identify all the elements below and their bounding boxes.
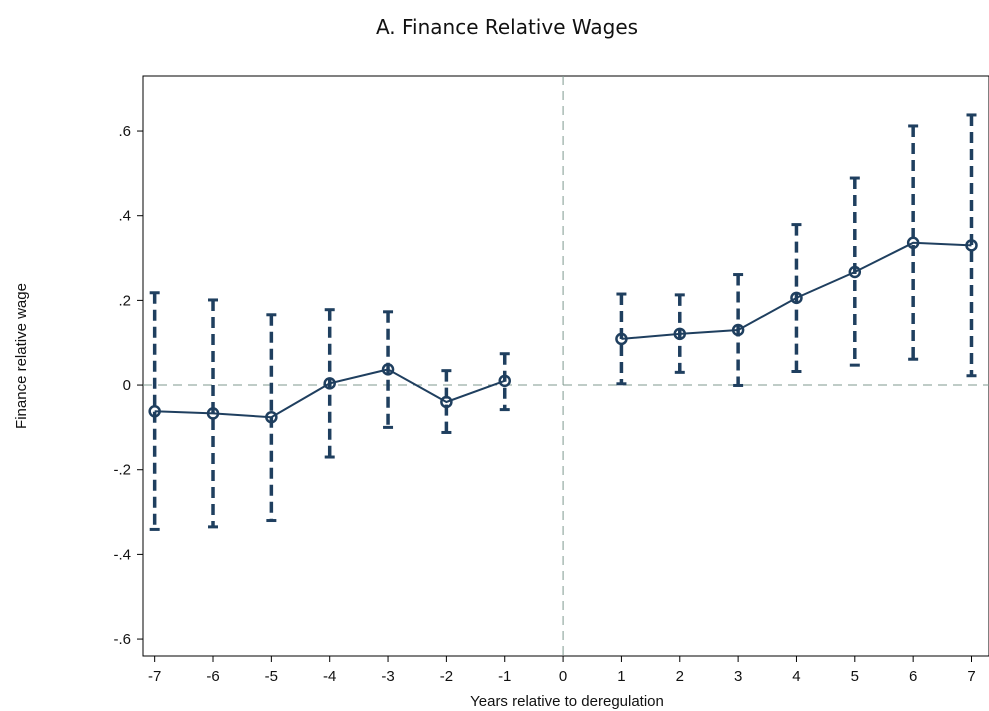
x-tick-label: -1 [498,668,511,685]
x-axis: -7 -6 -5 -4 -3 -2 -1 0 1 2 3 4 5 6 7 [148,656,976,685]
series-line-pre [154,368,506,419]
data-point [498,374,511,388]
y-tick-label: -.2 [113,462,131,479]
x-tick-label: 1 [617,668,625,685]
data-point [965,239,978,252]
x-tick-label: 5 [851,668,859,685]
y-tick-label: 0 [123,377,131,394]
x-tick-label: 4 [792,668,800,685]
data-point [790,291,803,305]
reference-lines [143,76,989,656]
data-point [148,405,161,418]
plot-frame [142,75,989,657]
x-tick-label: 2 [676,668,684,685]
y-tick-label: -.6 [113,631,131,648]
x-tick-label: -6 [206,668,219,685]
x-tick-label: -5 [265,668,278,685]
y-tick-label: .6 [118,123,131,140]
data-point [906,236,920,250]
data-points [148,236,978,424]
data-point [381,363,395,376]
x-tick-label: -2 [440,668,453,685]
series-line-post [621,241,972,340]
y-tick-label: -.4 [113,546,131,563]
x-tick-label: 6 [909,668,917,685]
x-axis-label: Years relative to deregulation [470,693,664,710]
data-point [323,377,336,390]
x-tick-label: -4 [323,668,336,685]
data-point [440,395,453,409]
data-point [206,407,220,420]
y-axis-label: Finance relative wage [13,283,30,429]
y-axis: -.6 -.4 -.2 0 .2 .4 .6 [113,123,143,648]
data-point [731,323,745,337]
x-tick-label: 3 [734,668,742,685]
data-point [615,332,628,346]
data-point [265,410,278,424]
x-tick-label: -3 [381,668,394,685]
chart-title: A. Finance Relative Wages [376,15,638,39]
x-tick-label: 0 [559,668,567,685]
data-point [673,327,687,341]
data-point [848,265,862,279]
x-tick-label: -7 [148,668,161,685]
y-tick-label: .2 [118,292,131,309]
y-tick-label: .4 [118,208,131,225]
x-tick-label: 7 [967,668,975,685]
series-lines [154,241,972,419]
